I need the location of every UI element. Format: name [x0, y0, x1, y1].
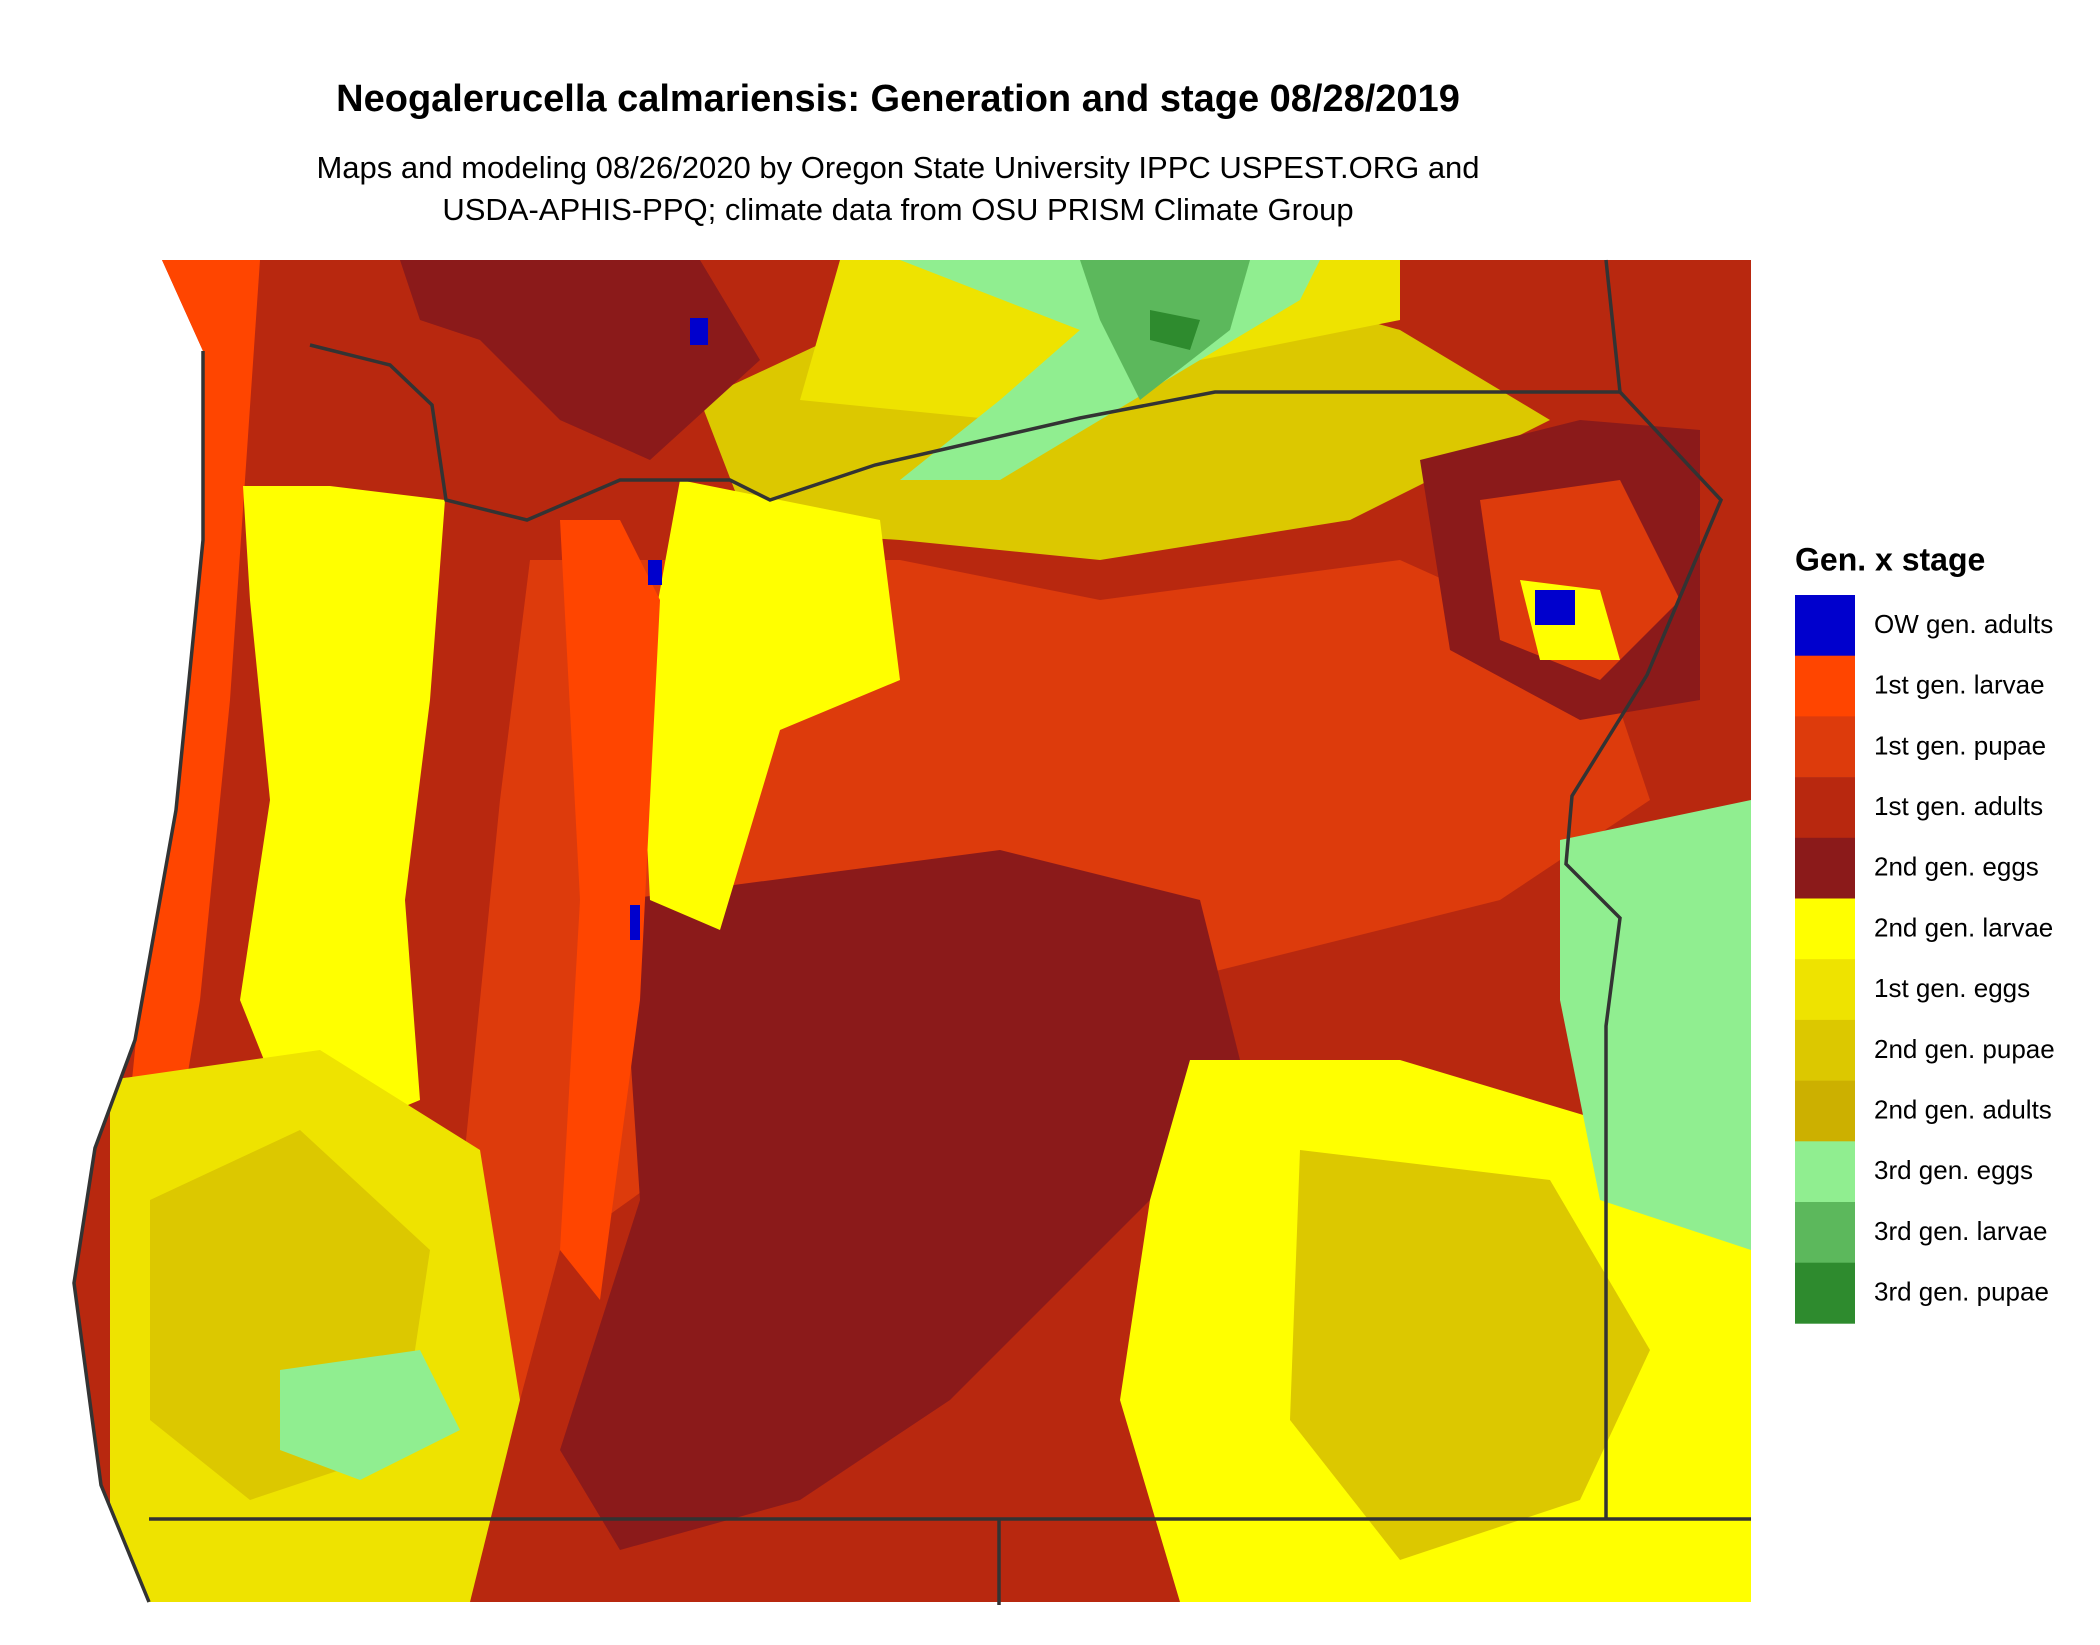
legend-label: 2nd gen. pupae [1874, 1034, 2055, 1064]
legend-label: 2nd gen. eggs [1874, 852, 2039, 882]
legend-swatch [1795, 959, 1855, 1021]
legend-swatch [1795, 1141, 1855, 1203]
legend-label: 1st gen. larvae [1874, 670, 2045, 700]
title: Neogalerucella calmariensis: Generation … [336, 78, 1460, 120]
legend-swatch [1795, 1080, 1855, 1142]
legend-label: 1st gen. pupae [1874, 730, 2046, 760]
legend-swatch [1795, 777, 1855, 839]
legend-label: 2nd gen. larvae [1874, 912, 2053, 942]
legend-label: 1st gen. adults [1874, 791, 2043, 821]
legend-label: 3rd gen. pupae [1874, 1277, 2049, 1307]
legend-swatch [1795, 1262, 1855, 1324]
legend-label: 3rd gen. eggs [1874, 1155, 2033, 1185]
subtitle: Maps and modeling 08/26/2020 by Oregon S… [316, 150, 1479, 185]
legend-label: 1st gen. eggs [1874, 973, 2030, 1003]
legend-swatch [1795, 716, 1855, 778]
legend-swatch [1795, 837, 1855, 899]
subtitle: USDA-APHIS-PPQ; climate data from OSU PR… [442, 192, 1353, 227]
legend: Gen. x stage OW gen. adults 1st gen. larv… [1795, 541, 2055, 1324]
legend-swatch [1795, 655, 1855, 717]
legend-label: 2nd gen. adults [1874, 1094, 2052, 1124]
legend-label: 3rd gen. larvae [1874, 1216, 2047, 1246]
legend-label: OW gen. adults [1874, 609, 2053, 639]
legend-title: Gen. x stage [1795, 541, 1985, 577]
legend-swatch [1795, 898, 1855, 960]
legend-swatch [1795, 1202, 1855, 1263]
legend-swatch [1795, 595, 1855, 656]
map [72, 259, 1751, 1605]
legend-swatch [1795, 1019, 1855, 1081]
